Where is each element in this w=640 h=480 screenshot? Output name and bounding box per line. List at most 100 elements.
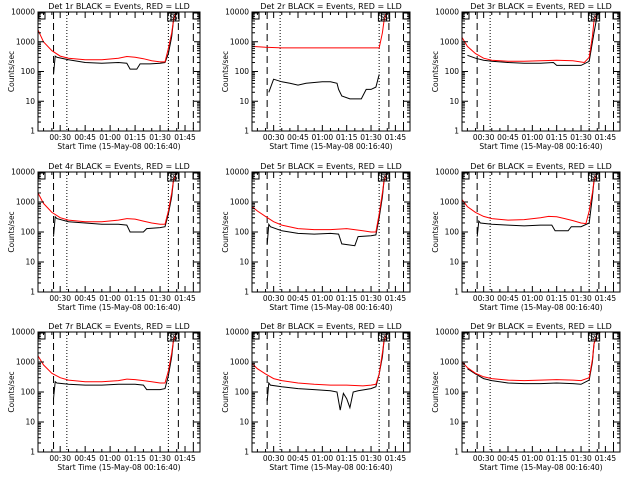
y-axis-label: Counts/sec (431, 371, 440, 412)
series-line-events (266, 171, 391, 247)
y-tick-label: 1 (454, 448, 459, 457)
y-tick-label: 10 (449, 97, 459, 106)
y-tick-label: 1 (244, 127, 249, 136)
x-axis-label: Start Time (15-May-08 00:16:40) (269, 142, 392, 151)
y-tick-label: 1 (244, 288, 249, 297)
series-line-lld (251, 331, 391, 387)
saa-marker-box (170, 12, 180, 22)
y-axis-label: Counts/sec (7, 371, 16, 412)
saa-marker-label: S (593, 13, 598, 22)
series-line-lld (37, 171, 180, 225)
x-tick-label: 01:30 (360, 133, 382, 142)
y-tick-label: 10 (449, 258, 459, 267)
plot-frame (37, 171, 201, 293)
corner-box-marker (462, 332, 470, 340)
chart-title: Det 9r BLACK = Events, RED = LLD (470, 322, 612, 331)
y-tick-label: 10000 (225, 328, 249, 337)
x-tick-label: 01:45 (595, 294, 617, 303)
series-line-events (467, 11, 601, 66)
chart-panel-9: Det 9r BLACK = Events, RED = LLD Counts/s… (431, 322, 621, 472)
x-tick-label: 01:45 (385, 294, 407, 303)
y-axis-label: Counts/sec (7, 51, 16, 92)
x-tick-label: 00:45 (287, 133, 309, 142)
y-tick-label: 100 (21, 228, 36, 237)
y-tick-label: 100 (21, 67, 36, 76)
y-tick-label: 100 (21, 388, 36, 397)
series-line-lld (461, 331, 601, 382)
saa-marker-label: S (590, 333, 595, 342)
y-tick-label: 1000 (440, 37, 459, 46)
y-tick-label: 10 (449, 418, 459, 427)
chart-title: Det 8r BLACK = Events, RED = LLD (260, 322, 402, 331)
x-tick-label: 01:45 (385, 454, 407, 463)
y-tick-label: 1000 (16, 358, 35, 367)
corner-box-marker (612, 12, 620, 20)
series-line-lld (461, 171, 601, 225)
plot-frame (251, 11, 411, 132)
saa-marker-label: S (383, 173, 388, 182)
chart-title: Det 6r BLACK = Events, RED = LLD (470, 162, 612, 171)
chart-title: Det 1r BLACK = Events, RED = LLD (48, 2, 190, 11)
y-tick-label: 10 (239, 97, 249, 106)
x-tick-label: 00:45 (74, 294, 96, 303)
x-tick-label: 01:15 (124, 454, 146, 463)
y-axis-label: Counts/sec (431, 211, 440, 252)
saa-marker-label: S (173, 333, 178, 342)
saa-marker-label: S (380, 13, 385, 22)
x-tick-label: 00:45 (497, 133, 519, 142)
saa-marker-label: S (169, 333, 174, 342)
y-tick-label: 1000 (16, 198, 35, 207)
x-tick-label: 00:45 (287, 454, 309, 463)
x-tick-label: 00:30 (263, 454, 285, 463)
x-tick-label: 00:45 (287, 294, 309, 303)
saa-marker-label: S (169, 173, 174, 182)
x-axis-label: Start Time (15-May-08 00:16:40) (479, 303, 602, 312)
x-tick-label: 01:45 (385, 133, 407, 142)
x-tick-label: 01:00 (522, 133, 544, 142)
x-tick-label: 01:15 (546, 294, 568, 303)
saa-marker-label: S (173, 173, 178, 182)
chart-title: Det 2r BLACK = Events, RED = LLD (260, 2, 402, 11)
plot-frame (251, 171, 411, 293)
series-line-events (266, 331, 391, 411)
saa-marker-label: S (169, 13, 174, 22)
corner-box-marker (192, 172, 200, 180)
y-tick-label: 10000 (435, 328, 459, 337)
plot-frame (461, 331, 621, 453)
corner-box-marker (612, 172, 620, 180)
saa-marker-box (170, 332, 180, 342)
x-tick-label: 01:00 (99, 133, 121, 142)
plot-frame (461, 11, 621, 132)
x-tick-label: 01:30 (570, 454, 592, 463)
saa-marker-label: S (593, 333, 598, 342)
chart-title: Det 3r BLACK = Events, RED = LLD (470, 2, 612, 11)
x-axis-label: Start Time (15-May-08 00:16:40) (479, 142, 602, 151)
x-tick-label: 01:45 (595, 454, 617, 463)
saa-marker-label: S (593, 173, 598, 182)
corner-box-marker (252, 172, 260, 180)
y-tick-label: 10 (25, 97, 35, 106)
y-tick-label: 100 (235, 228, 250, 237)
x-tick-label: 01:45 (174, 454, 196, 463)
x-tick-label: 01:15 (336, 454, 358, 463)
y-tick-label: 10000 (11, 328, 35, 337)
x-tick-label: 00:30 (263, 133, 285, 142)
y-axis-label: Counts/sec (221, 211, 230, 252)
x-tick-label: 01:30 (149, 454, 171, 463)
plot-frame (37, 11, 201, 132)
corner-box-marker (38, 12, 46, 20)
y-axis-label: Counts/sec (7, 211, 16, 252)
x-tick-label: 00:30 (473, 133, 495, 142)
y-tick-label: 1000 (440, 358, 459, 367)
y-tick-label: 100 (445, 388, 460, 397)
y-tick-label: 1 (244, 448, 249, 457)
y-tick-label: 1 (30, 448, 35, 457)
y-tick-label: 1000 (230, 198, 249, 207)
x-axis-label: Start Time (15-May-08 00:16:40) (57, 463, 180, 472)
series-line-lld (37, 11, 180, 63)
corner-box-marker (38, 332, 46, 340)
x-tick-label: 01:30 (570, 133, 592, 142)
y-tick-label: 1 (454, 127, 459, 136)
y-axis-label: Counts/sec (221, 51, 230, 92)
